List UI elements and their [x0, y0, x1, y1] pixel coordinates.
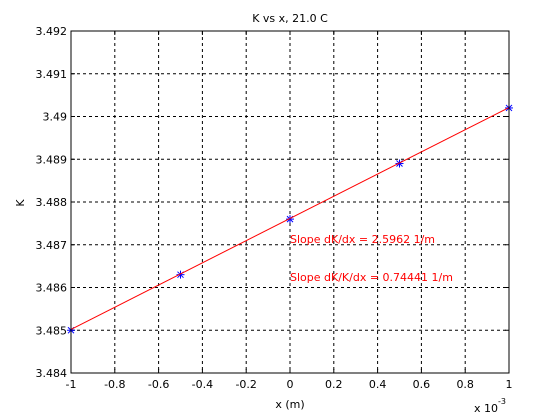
y-tick-label: 3.485	[36, 324, 68, 337]
x-tick-label: 0.2	[325, 378, 343, 391]
x-tick-label: 0	[287, 378, 294, 391]
x-tick-label: -0.2	[235, 378, 256, 391]
x-multiplier-label: x 10	[474, 402, 498, 415]
y-tick-label: 3.489	[36, 153, 68, 166]
chart-title: K vs x, 21.0 C	[252, 12, 328, 25]
y-tick-label: 3.491	[36, 68, 68, 81]
y-tick-label: 3.492	[36, 25, 68, 38]
fit-line	[70, 107, 510, 330]
annotation-text: Slope dK/K/dx = 0.74441 1/m	[290, 271, 453, 284]
x-ticks: -1 -0.8 -0.6 -0.4 -0.2 0 0.2 0.4 0.6 0.8 1	[66, 31, 513, 391]
x-tick-label: -1	[66, 378, 77, 391]
axes-box	[70, 30, 510, 374]
data-point	[286, 215, 294, 224]
x-tick-label: 1	[506, 378, 513, 391]
x-tick-label: -0.8	[104, 378, 125, 391]
y-axis-label: K	[14, 199, 27, 207]
annotations: Slope dK/dx = 2.5962 1/m Slope dK/K/dx = …	[290, 233, 453, 284]
x-tick-label: -0.6	[148, 378, 169, 391]
y-tick-label: 3.484	[36, 367, 68, 380]
y-tick-label: 3.488	[36, 196, 68, 209]
x-tick-label: 0.6	[413, 378, 431, 391]
y-tick-label: 3.49	[43, 111, 68, 124]
x-axis-label: x (m)	[275, 398, 304, 411]
x-multiplier-exponent: -3	[498, 397, 506, 406]
grid	[71, 31, 509, 373]
annotation-text: Slope dK/dx = 2.5962 1/m	[290, 233, 435, 246]
y-tick-label: 3.486	[36, 282, 68, 295]
y-ticks: 3.484 3.485 3.486 3.487 3.488 3.489 3.49 3.491 3…	[36, 25, 509, 380]
series-layer	[67, 103, 513, 335]
y-tick-label: 3.487	[36, 239, 68, 252]
data-point	[176, 270, 185, 279]
x-tick-label: 0.4	[369, 378, 387, 391]
x-tick-label: -0.4	[192, 378, 213, 391]
x-tick-label: 0.8	[456, 378, 474, 391]
